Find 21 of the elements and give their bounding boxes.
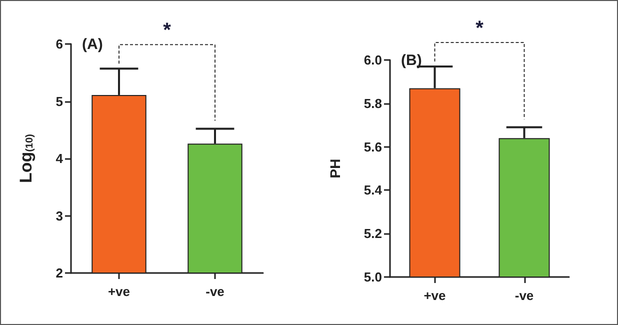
y-axis-title: PH (327, 158, 343, 178)
y-tick-label: 6 (56, 36, 63, 52)
y-tick-label: 5.8 (364, 96, 382, 111)
chart-title: (B) (401, 52, 422, 69)
y-tick-label: 5 (56, 94, 63, 109)
chart-title: (A) (82, 36, 103, 53)
y-tick-label: 4 (56, 151, 64, 166)
x-tick-label: +ve (424, 288, 446, 303)
y-tick-label: 3 (56, 208, 63, 224)
x-tick-label: -ve (514, 288, 534, 303)
y-tick-label: 5.4 (364, 182, 383, 198)
y-tick-label: 5.6 (364, 139, 382, 154)
y-tick-label: 5.0 (364, 270, 382, 284)
y-tick-label: 2 (56, 266, 63, 280)
x-tick-label: +ve (108, 284, 130, 299)
text: * (476, 18, 484, 40)
text: * (163, 20, 172, 42)
x-tick-label: -ve (206, 284, 224, 299)
y-tick-label: 6.0 (364, 52, 382, 68)
y-axis-title: Log(10) (16, 134, 36, 183)
y-tick-label: 5.2 (364, 226, 382, 242)
